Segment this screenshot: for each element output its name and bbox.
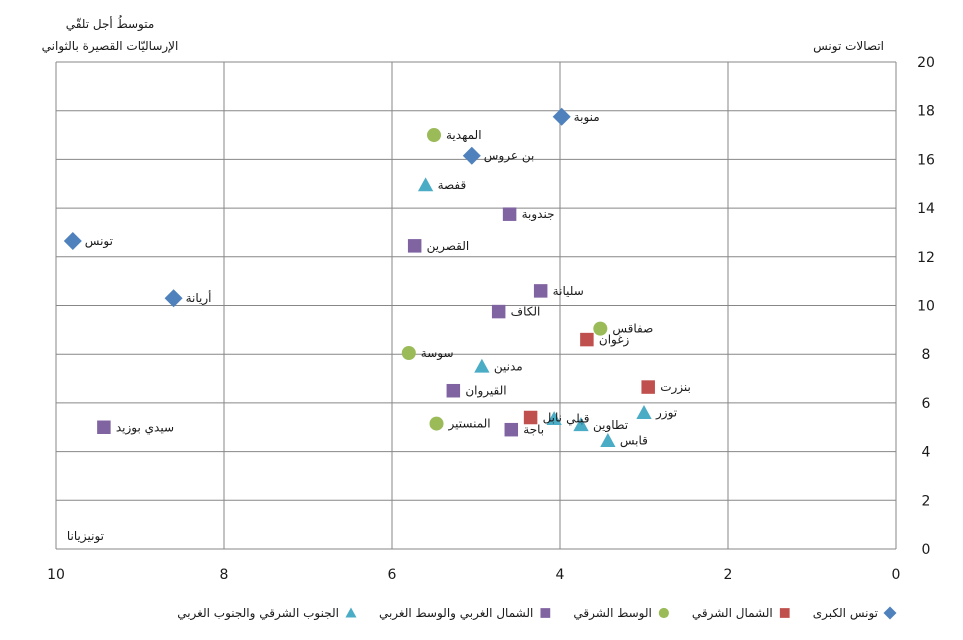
data-points — [63, 107, 655, 447]
point-جندوبة — [502, 207, 517, 221]
x-tick-label-1: 8 — [220, 567, 229, 583]
point-قفصة — [417, 177, 434, 192]
gridlines — [55, 61, 897, 550]
point-سليانة — [533, 284, 548, 298]
y-tick-label-9: 18 — [917, 104, 935, 120]
y-tick-label-8: 16 — [917, 152, 935, 168]
annotation-top-left-line1: متوسطُ أجل تلقّي — [66, 14, 155, 32]
x-tick-label-2: 6 — [388, 567, 397, 583]
point-label-صفاقس: صفاقس — [612, 322, 653, 337]
legend-label-2: الوسط الشرقي — [573, 606, 652, 621]
point-label-توزر: توزر — [655, 406, 677, 421]
point-label-القصرين: القصرين — [427, 239, 470, 254]
y-tick-label-1: 2 — [922, 493, 931, 509]
point-الكاف — [491, 304, 506, 319]
point-زغوان — [580, 332, 594, 347]
point-منوبة — [552, 107, 571, 126]
legend-label-0: تونس الكبرى — [813, 606, 878, 621]
point-سوسة — [401, 345, 416, 361]
point-قبلي — [546, 411, 562, 426]
y-axis-ticks: 0 2 4 6 8 10 12 14 16 18 20 — [917, 55, 935, 558]
point-label-المهدية: المهدية — [446, 128, 482, 142]
y-tick-label-5: 10 — [917, 299, 935, 315]
point-صفاقس — [593, 321, 608, 336]
annotation-top-right: اتصالات تونس — [813, 39, 884, 54]
point-مدنين — [474, 358, 490, 373]
y-tick-label-7: 14 — [917, 201, 935, 217]
legend-label-3: الشمال الغربي والوسط الغربي — [379, 606, 533, 621]
y-tick-label-10: 20 — [917, 55, 935, 71]
point-المهدية — [426, 128, 442, 143]
legend: تونس الكبرى الشمال الشرقي الوسط الشرقي الشم… — [177, 606, 897, 621]
point-label-تونس: تونس — [85, 234, 113, 249]
y-tick-label-3: 6 — [922, 396, 931, 412]
legend-marker-0 — [883, 606, 897, 620]
point-label-الكاف: الكاف — [511, 305, 541, 319]
point-label-نابل: نابل — [543, 411, 562, 425]
annotations: متوسطُ أجل تلقّي الإرساليّات القصيرة بال… — [42, 14, 884, 544]
point-المنستير — [429, 416, 444, 431]
point-label-المنستير: المنستير — [448, 417, 491, 432]
point-label-القيروان: القيروان — [465, 384, 506, 399]
point-تطاوين — [573, 417, 589, 432]
point-القيروان — [446, 383, 461, 398]
point-label-جندوبة: جندوبة — [522, 207, 555, 222]
point-قابس — [600, 432, 616, 447]
legend-marker-4 — [345, 607, 357, 618]
y-tick-label-6: 12 — [917, 250, 935, 266]
x-tick-label-3: 4 — [556, 567, 565, 583]
x-tick-label-0: 10 — [47, 567, 65, 583]
point-label-سيدي-بوزيد: سيدي بوزيد — [116, 420, 174, 435]
point-label-أريانة: أريانة — [186, 290, 212, 306]
point-توزر — [636, 404, 652, 419]
point-أريانة — [164, 289, 183, 308]
point-label-قابس: قابس — [620, 434, 648, 449]
y-tick-label-4: 8 — [922, 347, 931, 363]
x-tick-label-4: 2 — [724, 567, 733, 583]
y-tick-label-2: 4 — [922, 445, 931, 461]
point-label-سوسة: سوسة — [421, 346, 454, 361]
point-labels: منوبة بن عروس تونس أريانة زغوان بنزرت نابل المه… — [85, 110, 691, 449]
point-سيدي-بوزيد — [97, 420, 111, 434]
annotation-bottom-left: تونيزيانا — [67, 529, 104, 544]
point-label-مدنين: مدنين — [494, 359, 523, 374]
point-label-تطاوين: تطاوين — [593, 418, 628, 433]
y-tick-label-0: 0 — [922, 542, 931, 558]
x-axis-ticks: 10 8 6 4 2 0 — [47, 567, 900, 583]
point-نابل — [523, 410, 538, 425]
point-label-سليانة: سليانة — [553, 284, 584, 298]
legend-marker-2 — [658, 607, 669, 619]
point-label-قبلي: قبلي — [566, 412, 589, 426]
point-label-بنزرت: بنزرت — [660, 380, 691, 395]
x-tick-label-5: 0 — [892, 567, 901, 583]
point-باجة — [504, 422, 519, 437]
point-label-منوبة: منوبة — [574, 110, 600, 125]
point-بنزرت — [641, 380, 655, 394]
point-label-بن-عروس: بن عروس — [484, 149, 535, 164]
point-بن-عروس — [462, 146, 481, 165]
point-label-باجة: باجة — [523, 423, 544, 437]
legend-label-4: الجنوب الشرقي والجنوب الغربي — [177, 606, 339, 621]
legend-marker-1 — [779, 608, 790, 618]
point-label-قفصة: قفصة — [438, 178, 467, 192]
annotation-top-left-line2: الإرساليّات القصيرة بالثواني — [42, 39, 179, 54]
legend-label-1: الشمال الشرقي — [692, 606, 773, 621]
legend-marker-3 — [540, 608, 551, 618]
point-تونس — [63, 231, 82, 250]
point-label-زغوان: زغوان — [599, 333, 630, 348]
point-القصرين — [407, 239, 422, 253]
